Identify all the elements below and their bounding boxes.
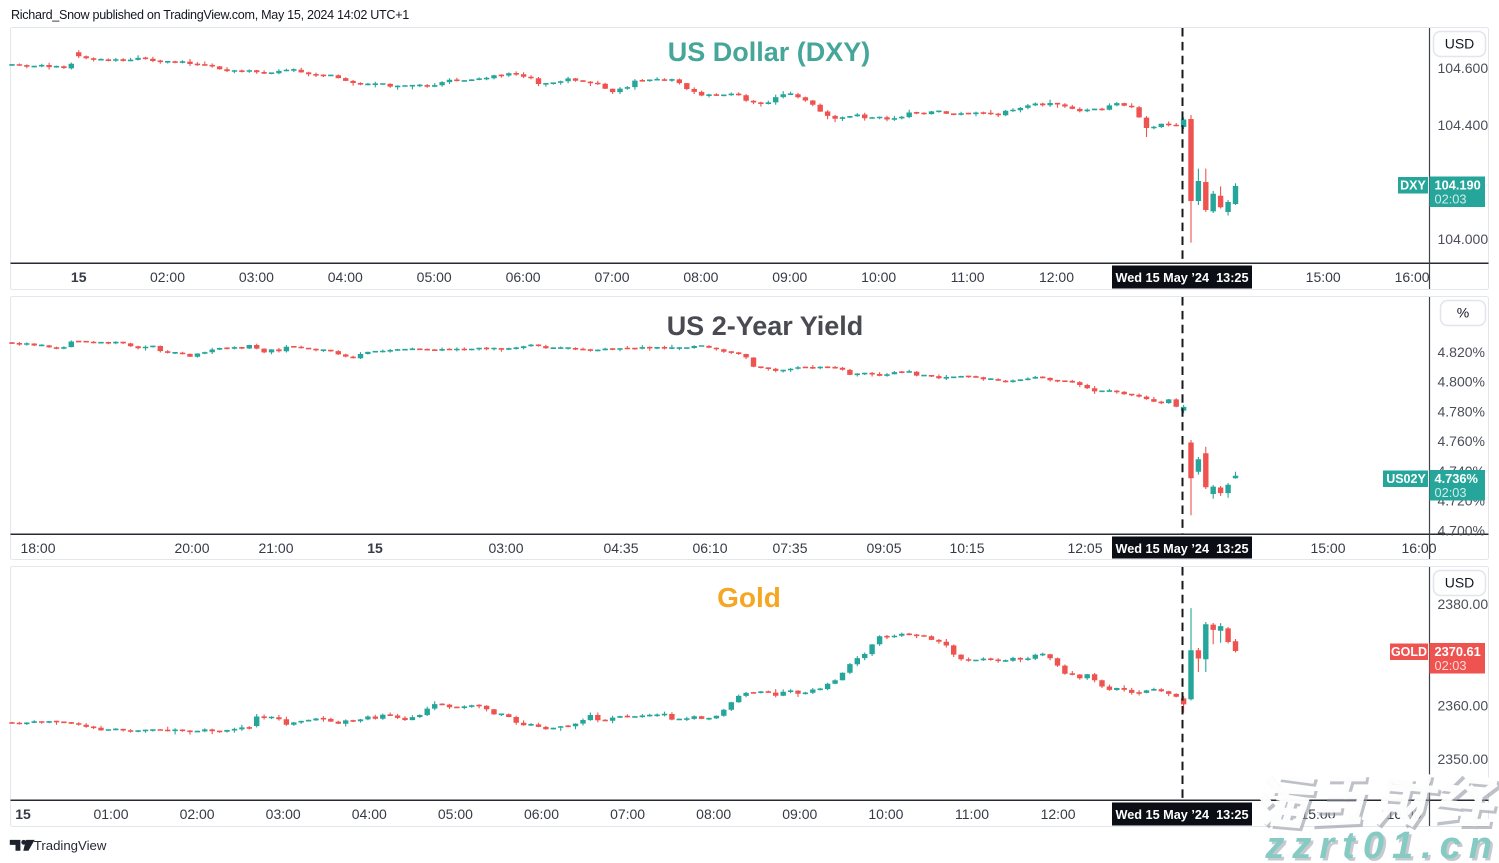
svg-text:11:00: 11:00 — [955, 806, 989, 822]
svg-text:Wed 15 May ’24 13:25: Wed 15 May ’24 13:25 — [1115, 808, 1248, 822]
svg-text:US 2-Year Yield: US 2-Year Yield — [667, 311, 864, 341]
svg-text:10:15: 10:15 — [949, 540, 984, 556]
svg-text:Gold: Gold — [717, 582, 781, 613]
svg-text:08:00: 08:00 — [696, 806, 731, 822]
svg-text:07:35: 07:35 — [772, 540, 807, 556]
svg-text:04:35: 04:35 — [603, 540, 638, 556]
svg-text:07:00: 07:00 — [610, 806, 645, 822]
svg-text:104.600: 104.600 — [1438, 60, 1489, 76]
svg-text:US02Y: US02Y — [1386, 472, 1426, 486]
svg-text:09:00: 09:00 — [772, 269, 807, 285]
svg-text:4.700%: 4.700% — [1438, 522, 1485, 538]
svg-text:02:00: 02:00 — [150, 269, 185, 285]
svg-text:07:00: 07:00 — [594, 269, 629, 285]
svg-text:4.736%: 4.736% — [1435, 471, 1479, 486]
svg-text:02:03: 02:03 — [1435, 192, 1467, 207]
svg-text:04:00: 04:00 — [352, 806, 387, 822]
svg-text:2380.00: 2380.00 — [1438, 596, 1489, 612]
svg-text:%: % — [1457, 305, 1469, 321]
svg-text:Wed 15 May ’24 13:25: Wed 15 May ’24 13:25 — [1115, 271, 1248, 285]
svg-text:03:00: 03:00 — [488, 540, 523, 556]
svg-text:DXY: DXY — [1400, 179, 1426, 193]
svg-text:06:00: 06:00 — [524, 806, 559, 822]
svg-text:09:00: 09:00 — [782, 806, 817, 822]
svg-text:15: 15 — [367, 540, 383, 556]
svg-text:05:00: 05:00 — [438, 806, 473, 822]
svg-text:4.800%: 4.800% — [1438, 374, 1485, 390]
svg-text:USD: USD — [1445, 575, 1475, 591]
svg-text:USD: USD — [1445, 36, 1475, 52]
svg-text:15:00: 15:00 — [1310, 540, 1345, 556]
svg-text:2370.61: 2370.61 — [1435, 644, 1481, 659]
svg-text:02:03: 02:03 — [1435, 658, 1467, 673]
svg-text:20:00: 20:00 — [174, 540, 209, 556]
svg-text:02:00: 02:00 — [180, 806, 215, 822]
svg-text:12:00: 12:00 — [1039, 269, 1074, 285]
svg-text:4.820%: 4.820% — [1438, 344, 1485, 360]
svg-text:10:00: 10:00 — [868, 806, 903, 822]
svg-text:12:05: 12:05 — [1067, 540, 1102, 556]
svg-text:09:05: 09:05 — [866, 540, 901, 556]
svg-text:4.780%: 4.780% — [1438, 403, 1485, 419]
svg-text:21:00: 21:00 — [258, 540, 293, 556]
svg-text:Wed 15 May ’24 13:25: Wed 15 May ’24 13:25 — [1115, 542, 1248, 556]
svg-text:10:00: 10:00 — [861, 269, 896, 285]
svg-text:03:00: 03:00 — [266, 806, 301, 822]
svg-text:01:00: 01:00 — [93, 806, 128, 822]
svg-text:15: 15 — [71, 269, 87, 285]
svg-text:11:00: 11:00 — [951, 269, 985, 285]
svg-text:04:00: 04:00 — [328, 269, 363, 285]
svg-text:15: 15 — [15, 806, 31, 822]
svg-text:104.000: 104.000 — [1438, 231, 1489, 247]
svg-text:2360.00: 2360.00 — [1438, 698, 1489, 714]
svg-text:05:00: 05:00 — [417, 269, 452, 285]
svg-text:08:00: 08:00 — [683, 269, 718, 285]
svg-text:06:10: 06:10 — [692, 540, 727, 556]
svg-text:03:00: 03:00 — [239, 269, 274, 285]
svg-text:2350.00: 2350.00 — [1438, 751, 1489, 767]
svg-text:zzrt01.cn: zzrt01.cn — [1264, 825, 1499, 863]
svg-text:18:00: 18:00 — [20, 540, 55, 556]
svg-text:US Dollar (DXY): US Dollar (DXY) — [668, 37, 871, 67]
svg-text:GOLD: GOLD — [1391, 645, 1427, 659]
svg-text:104.400: 104.400 — [1438, 117, 1489, 133]
svg-text:Richard_Snow published on Trad: Richard_Snow published on TradingView.co… — [11, 8, 409, 22]
svg-text:15:00: 15:00 — [1306, 269, 1341, 285]
svg-text:16:00: 16:00 — [1401, 540, 1436, 556]
svg-text:02:03: 02:03 — [1435, 485, 1467, 500]
svg-text:16:00: 16:00 — [1395, 269, 1430, 285]
svg-text:zzrt01.cn: zzrt01.cn — [1267, 828, 1499, 863]
svg-text:06:00: 06:00 — [506, 269, 541, 285]
svg-text:TradingView: TradingView — [34, 838, 107, 853]
svg-text:4.760%: 4.760% — [1438, 433, 1485, 449]
svg-text:12:00: 12:00 — [1041, 806, 1076, 822]
svg-text:104.190: 104.190 — [1435, 178, 1481, 193]
